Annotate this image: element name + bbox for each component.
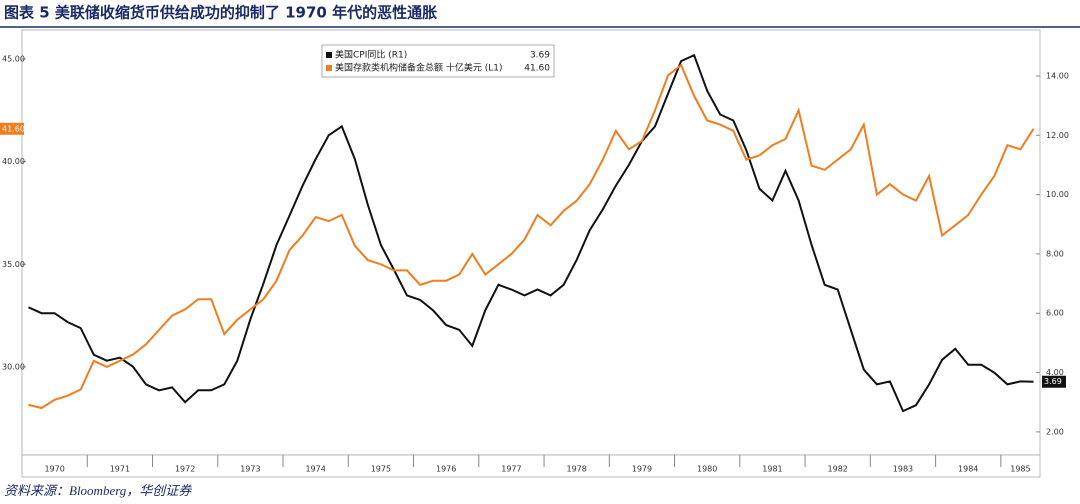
source-note: 资料来源：Bloomberg，华创证券 — [4, 483, 192, 498]
y2-tick-label: 12.00 — [1046, 131, 1069, 140]
y2-tick-label: 4.00 — [1046, 368, 1064, 377]
x-tick-label: 1970 — [44, 465, 64, 474]
last-value-label: 41.60 — [2, 124, 25, 133]
legend-label: 美国存款类机构储备金总额 十亿美元 (L1) — [335, 62, 503, 74]
x-tick-label: 1985 — [1010, 465, 1030, 474]
x-tick-label: 1972 — [175, 465, 195, 474]
x-tick-label: 1977 — [501, 465, 521, 474]
y2-tick-label: 10.00 — [1046, 190, 1069, 199]
last-value-tag — [1042, 375, 1066, 388]
legend-swatch — [326, 65, 332, 71]
legend-label: 美国CPI同比 (R1) — [335, 49, 407, 61]
x-tick-label: 1980 — [697, 465, 717, 474]
y-tick-label: 35.00 — [2, 260, 25, 269]
series-line — [28, 53, 1034, 413]
y-tick-label: 45.00 — [2, 54, 25, 63]
x-tick-label: 1981 — [762, 465, 782, 474]
legend: 美国CPI同比 (R1) 3.69 美国存款类机构储备金总额 十亿美元 (L1) 41… — [321, 44, 555, 78]
chart-title: 图表 5 美联储收缩货币供给成功的抑制了 1970 年代的恶性通胀 — [4, 4, 437, 22]
x-tick-label: 1984 — [958, 465, 978, 474]
x-tick-label: 1983 — [893, 465, 913, 474]
x-tick-label: 1976 — [436, 465, 456, 474]
x-tick-label: 1974 — [305, 465, 325, 474]
x-tick-label: 1979 — [632, 465, 652, 474]
x-tick-label: 1973 — [240, 465, 260, 474]
x-tick-label: 1978 — [566, 465, 586, 474]
y2-tick-label: 6.00 — [1046, 309, 1064, 318]
x-axis-strip — [21, 454, 1041, 478]
legend-value: 3.69 — [530, 51, 550, 61]
legend-swatch — [326, 52, 332, 58]
x-tick-label: 1971 — [110, 465, 130, 474]
legend-box — [321, 44, 555, 78]
x-tick-label: 1982 — [828, 465, 848, 474]
last-value-tag — [0, 122, 24, 135]
y2-tick-label: 14.00 — [1046, 71, 1069, 80]
y-tick-label: 30.00 — [2, 362, 25, 371]
y2-tick-label: 2.00 — [1046, 427, 1064, 436]
x-tick-label: 1975 — [371, 465, 391, 474]
series-line — [28, 63, 1035, 410]
legend-value: 41.60 — [524, 64, 550, 74]
y-tick-label: 40.00 — [2, 157, 25, 166]
y2-tick-label: 8.00 — [1046, 249, 1064, 258]
last-value-label: 3.69 — [1044, 377, 1062, 386]
